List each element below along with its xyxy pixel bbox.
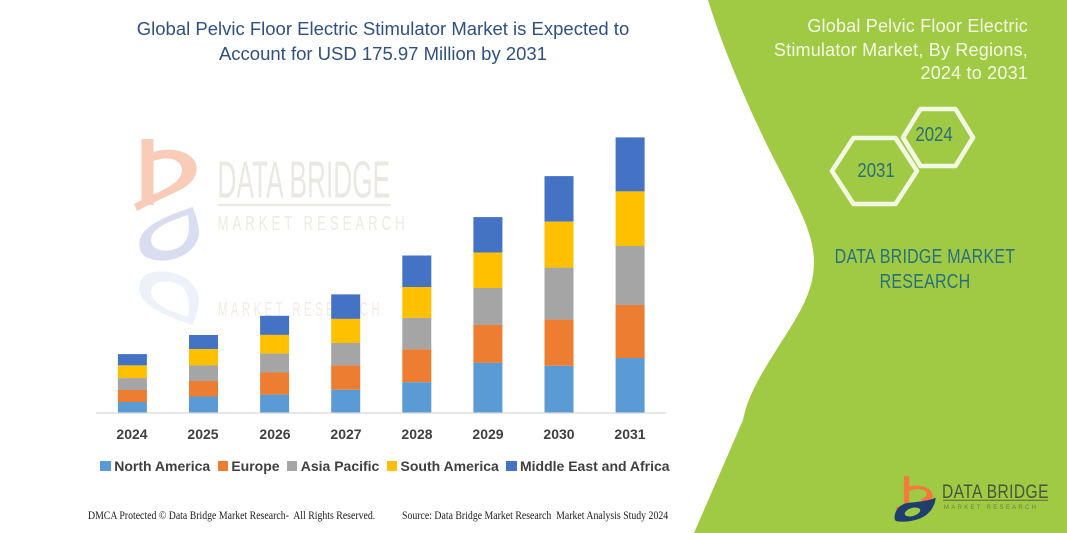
svg-text:MARKET RESEARCH: MARKET RESEARCH <box>218 212 409 234</box>
svg-text:DATA BRIDGE: DATA BRIDGE <box>942 481 1049 503</box>
svg-text:DATA BRIDGE: DATA BRIDGE <box>218 151 391 209</box>
svg-text:MARKET RESEARCH: MARKET RESEARCH <box>944 504 1038 511</box>
